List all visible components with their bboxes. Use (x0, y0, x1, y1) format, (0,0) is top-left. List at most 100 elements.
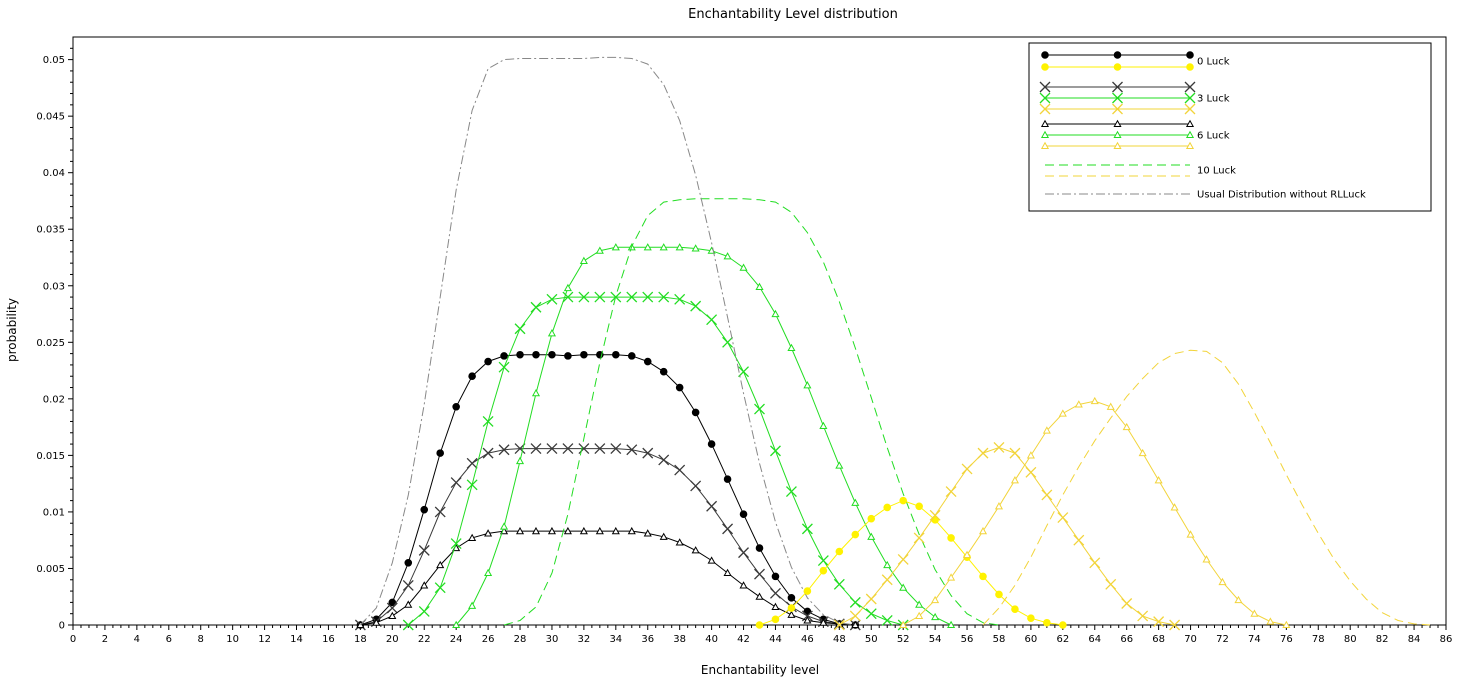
data-point (770, 445, 781, 457)
data-point (466, 457, 478, 469)
x-tick-label: 12 (258, 634, 271, 645)
legend-swatch-yellow_dot (1041, 63, 1194, 71)
data-point (372, 618, 381, 626)
series-green_x (402, 291, 909, 631)
data-point (578, 291, 590, 303)
data-point (1057, 512, 1069, 524)
data-point (404, 559, 413, 567)
data-point (931, 595, 940, 604)
data-point (691, 244, 700, 252)
data-point (1153, 616, 1165, 628)
data-point (627, 352, 636, 360)
series-line (407, 296, 904, 626)
data-point (547, 329, 557, 337)
y-tick-label: 0.045 (36, 112, 65, 123)
y-axis-title: probability (5, 298, 19, 362)
x-tick-label: 66 (1120, 634, 1133, 645)
data-point (580, 350, 588, 359)
y-tick-label: 0.005 (36, 564, 65, 575)
data-point (755, 621, 764, 629)
data-point (498, 361, 510, 373)
data-point (531, 526, 541, 535)
data-point (803, 607, 812, 616)
legend-label: 0 Luck (1197, 57, 1230, 68)
legend-marker (1113, 141, 1122, 150)
data-point (977, 447, 989, 459)
data-point (531, 388, 541, 397)
legend-marker (1039, 81, 1051, 93)
data-point (611, 526, 620, 535)
series-yellow_x (833, 442, 1181, 631)
data-point (436, 560, 445, 569)
data-point (482, 447, 494, 459)
data-point (436, 449, 444, 457)
data-point (867, 514, 876, 523)
x-tick-label: 76 (1280, 634, 1293, 645)
data-point (915, 502, 923, 511)
x-tick-label: 50 (865, 634, 878, 645)
legend-marker (1184, 81, 1196, 93)
legend-marker (1112, 81, 1123, 93)
data-point (562, 291, 574, 303)
x-tick-label: 4 (134, 634, 140, 645)
legend-label: 6 Luck (1197, 131, 1230, 142)
data-point (595, 526, 604, 535)
data-point (546, 293, 558, 305)
data-point (771, 572, 780, 581)
data-point (643, 243, 652, 251)
data-point (388, 598, 397, 607)
data-point (915, 600, 924, 608)
series-line (902, 400, 1287, 626)
data-point (500, 522, 509, 530)
x-tick-label: 14 (290, 634, 303, 645)
series-line (360, 56, 856, 626)
y-tick-label: 0.01 (43, 507, 65, 518)
data-point (849, 610, 861, 622)
x-tick-label: 60 (1025, 634, 1038, 645)
legend-marker (1186, 63, 1194, 71)
data-point (484, 529, 493, 537)
data-point (770, 587, 781, 599)
data-point (899, 620, 908, 629)
x-tick-label: 32 (578, 634, 591, 645)
data-point (418, 544, 430, 556)
data-point (819, 566, 828, 575)
data-point (468, 601, 477, 609)
y-tick-label: 0.035 (36, 225, 65, 236)
data-point (707, 440, 716, 448)
data-point (643, 357, 652, 366)
data-point (851, 498, 860, 506)
data-point (994, 502, 1004, 510)
x-tick-label: 6 (166, 634, 172, 645)
data-point (546, 443, 558, 455)
data-point (468, 533, 477, 541)
y-tick-label: 0 (59, 621, 65, 632)
series-line (455, 246, 952, 626)
data-point (771, 602, 780, 610)
series-green_tri (452, 243, 956, 629)
legend-marker (1040, 130, 1050, 139)
data-point (450, 538, 462, 550)
data-point (1073, 534, 1085, 546)
data-point (1043, 618, 1051, 627)
data-point (1011, 605, 1019, 613)
y-tick-label: 0.05 (43, 55, 65, 66)
x-tick-label: 16 (322, 634, 335, 645)
data-point (418, 605, 430, 617)
data-point (706, 314, 718, 326)
data-point (993, 442, 1005, 453)
legend-marker (1041, 63, 1049, 71)
data-point (881, 574, 893, 586)
data-point (675, 383, 684, 392)
data-point (1266, 617, 1275, 625)
legend-marker (1112, 103, 1123, 115)
data-point (420, 581, 429, 589)
data-point (913, 532, 925, 544)
data-point (530, 301, 542, 313)
x-tick-label: 36 (641, 634, 654, 645)
data-point (626, 291, 638, 303)
legend-marker (1185, 130, 1195, 139)
data-point (484, 357, 492, 366)
data-point (562, 443, 574, 455)
